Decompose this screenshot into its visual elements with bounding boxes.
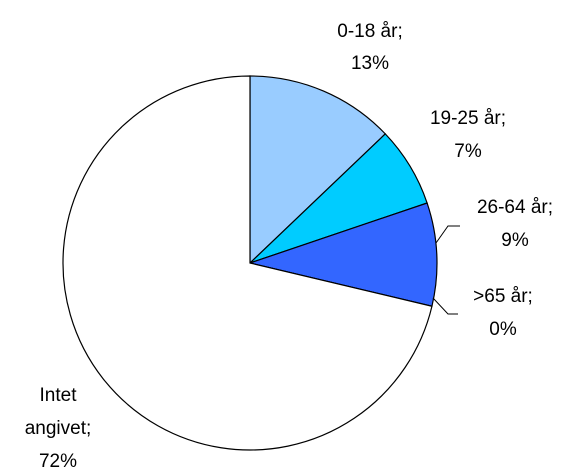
slice-label-19-25: 19-25 år; <box>430 108 506 129</box>
slice-value-19-25: 7% <box>454 141 482 162</box>
slice-value-0-18: 13% <box>351 53 389 74</box>
slice-label-intet-line1: Intet <box>40 385 78 406</box>
slice-value-intet: 72% <box>39 451 77 472</box>
label-26-64: 26-64 år; 9% <box>477 197 553 251</box>
leader-line-26-64 <box>435 225 460 244</box>
slice-label-intet-line2: angivet; <box>25 418 92 439</box>
slice-value-26-64: 9% <box>501 230 529 251</box>
slice-label-0-18: 0-18 år; <box>337 21 402 42</box>
slice-value-65-plus: 0% <box>489 319 517 340</box>
slice-26-64 <box>247 202 438 307</box>
pie-slices <box>62 75 438 451</box>
leader-lines <box>432 225 460 315</box>
slice-intet-angivet <box>62 75 433 451</box>
slice-0-18 <box>249 75 387 265</box>
label-19-25: 19-25 år; 7% <box>430 108 506 162</box>
slice-label-65-plus: >65 år; <box>473 286 533 307</box>
label-0-18: 0-18 år; 13% <box>337 21 402 74</box>
slice-label-26-64: 26-64 år; <box>477 197 553 218</box>
label-intet-angivet: Intet angivet; 72% <box>25 385 92 472</box>
leader-line-65-plus <box>432 297 458 315</box>
label-65-plus: >65 år; 0% <box>473 286 533 340</box>
